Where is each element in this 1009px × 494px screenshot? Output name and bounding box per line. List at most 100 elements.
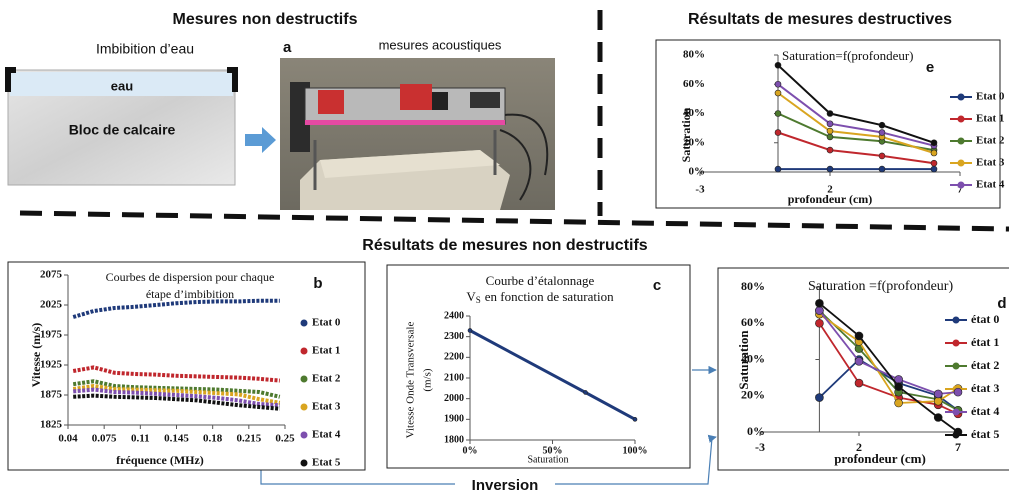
- legend-marker: [953, 409, 960, 416]
- data-point: [827, 147, 833, 153]
- caption: Imbibition d’eau: [96, 41, 194, 57]
- y-axis-label: Saturation: [736, 330, 751, 390]
- legend-label: Etat 4: [976, 179, 1005, 191]
- y-tick-label: 2000: [444, 393, 464, 404]
- y-axis-label: Vitesse (m/s): [29, 323, 43, 388]
- legend-marker: [953, 317, 960, 324]
- data-point: [815, 307, 823, 315]
- y-tick-label: 60%: [741, 315, 765, 329]
- y-tick-label: 2300: [444, 331, 464, 342]
- legend-label: Etat 4: [312, 429, 341, 441]
- x-tick-label: 0.18: [203, 433, 223, 445]
- figure: Mesures non destructifs Imbibition d’eau…: [0, 0, 1009, 494]
- data-point: [895, 383, 903, 391]
- y-tick-label: 2025: [40, 299, 63, 311]
- data-point: [815, 299, 823, 307]
- y-tick-label: 1875: [40, 389, 63, 401]
- x-tick-label: 0.145: [164, 433, 189, 445]
- data-point: [827, 134, 833, 140]
- y-tick-label: 1925: [40, 359, 63, 371]
- chart-title: Courbes de dispersion pour chaque: [106, 270, 275, 284]
- heading: Résultats de mesures non destructifs: [362, 237, 648, 254]
- legend-marker: [301, 376, 308, 383]
- x-tick-label: -3: [695, 184, 705, 196]
- panel-letter: d: [997, 295, 1006, 312]
- legend-marker: [958, 160, 965, 167]
- y-tick-label: 60%: [683, 78, 705, 90]
- data-point: [879, 122, 885, 128]
- data-point: [775, 62, 781, 68]
- data-point: [855, 357, 863, 365]
- data-point: [879, 153, 885, 159]
- x-tick-label: 0.075: [92, 433, 117, 445]
- x-tick-label: 100%: [623, 445, 648, 456]
- data-point: [855, 332, 863, 340]
- data-point: [934, 414, 942, 422]
- data-point: [934, 390, 942, 398]
- chart-title: Saturation =f(profondeur): [808, 279, 953, 294]
- x-tick-label: 0.25: [275, 433, 295, 445]
- heading: Résultats de mesures destructives: [688, 11, 952, 28]
- data-point: [468, 328, 472, 332]
- data-point: [775, 90, 781, 96]
- x-axis-label: profondeur (cm): [834, 451, 926, 466]
- legend-marker: [301, 320, 308, 327]
- legend-marker: [301, 432, 308, 439]
- data-point: [775, 81, 781, 87]
- block-label: Bloc de calcaire: [69, 122, 176, 138]
- y-tick-label: 1900: [444, 414, 464, 425]
- legend-label: Etat 5: [312, 457, 341, 469]
- heading: Mesures non destructifs: [173, 11, 358, 28]
- data-point: [827, 111, 833, 117]
- separator: [20, 213, 1009, 229]
- y-tick-label: 0%: [747, 424, 765, 438]
- legend-marker: [953, 340, 960, 347]
- x-tick-label: 0%: [463, 445, 478, 456]
- data-point: [815, 394, 823, 402]
- legend-label: Etat 2: [976, 135, 1005, 147]
- chart: 0%20%40%60%80%-327Saturation =f(profonde…: [718, 268, 1009, 470]
- legend-marker: [953, 363, 960, 370]
- x-tick-label: -3: [755, 440, 765, 454]
- legend-marker: [953, 432, 960, 439]
- y-tick-label: 80%: [683, 49, 705, 61]
- legend-marker: [301, 348, 308, 355]
- y-axis-label: Saturation: [679, 107, 693, 162]
- data-point: [775, 111, 781, 117]
- chart: 0%20%40%60%80%-327Saturation=f(profondeu…: [656, 40, 1005, 208]
- data-point: [633, 417, 637, 421]
- x-tick-label: 0.215: [236, 433, 261, 445]
- subtitle-text: en fonction de saturation: [485, 289, 614, 304]
- x-tick-label: 0.11: [131, 433, 150, 445]
- caption: mesures acoustiques: [379, 37, 502, 52]
- data-point: [775, 130, 781, 136]
- data-point: [827, 121, 833, 127]
- y-axis-label: (m/s): [422, 368, 434, 392]
- legend-label: Etat 2: [312, 373, 341, 385]
- data-point: [827, 166, 833, 172]
- legend-label: état 0: [971, 312, 999, 326]
- y-tick-label: 2100: [444, 372, 464, 383]
- data-point: [879, 130, 885, 136]
- legend-marker: [958, 116, 965, 123]
- legend-marker: [958, 138, 965, 145]
- water-label: eau: [111, 78, 133, 93]
- legend-marker: [301, 460, 308, 467]
- legend-label: état 2: [971, 358, 999, 372]
- data-point: [879, 166, 885, 172]
- legend-marker: [958, 94, 965, 101]
- data-point: [931, 140, 937, 146]
- chart-title: Courbe d’étalonnage: [486, 273, 595, 288]
- data-point: [827, 128, 833, 134]
- y-axis-label: Vitesse Onde Transversale: [405, 322, 417, 439]
- x-tick-label: 7: [955, 440, 961, 454]
- x-tick-label: 0.04: [58, 433, 78, 445]
- y-tick-label: 1825: [40, 419, 63, 431]
- y-tick-label: 2200: [444, 352, 464, 363]
- data-point: [895, 399, 903, 407]
- data-point: [855, 379, 863, 387]
- y-tick-label: 2075: [40, 269, 63, 281]
- legend-label: Etat 0: [312, 317, 341, 329]
